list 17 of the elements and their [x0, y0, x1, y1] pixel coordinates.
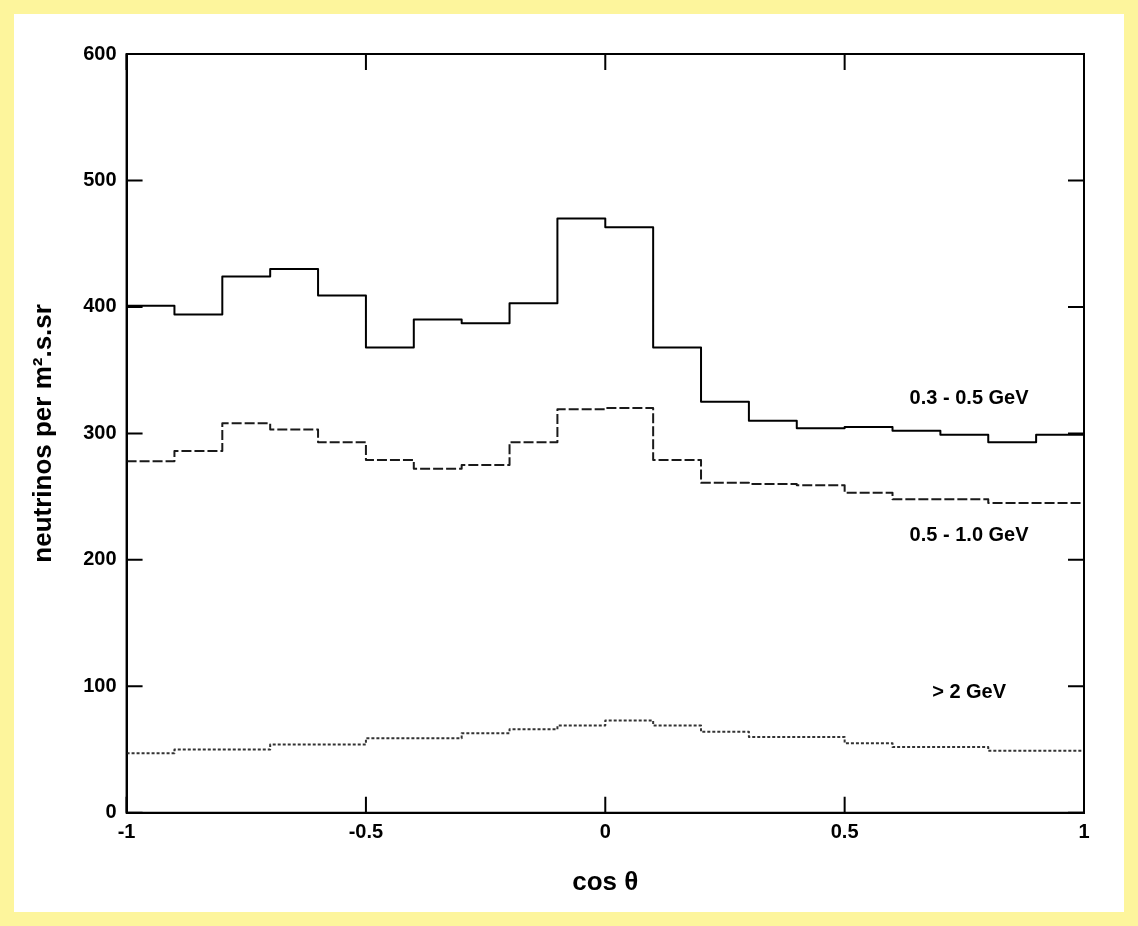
x-tick-label: -0.5: [348, 820, 384, 843]
y-tick-label: 300: [83, 420, 117, 443]
y-tick-label: 100: [83, 673, 117, 696]
x-tick-label: -1: [117, 820, 136, 843]
series-label: 0.3 - 0.5 GeV: [909, 386, 1030, 409]
y-tick-label: 0: [105, 800, 117, 823]
y-tick-label: 500: [83, 167, 117, 190]
y-tick-label: 200: [83, 547, 117, 570]
x-tick-label: 0.5: [830, 820, 859, 843]
y-axis-title: neutrinos per m².s.sr: [26, 304, 57, 563]
y-tick-label: 400: [83, 294, 117, 317]
x-tick-label: 0: [599, 820, 611, 843]
text: > 2 GeV: [932, 679, 1007, 702]
x-tick-label: 1: [1078, 820, 1090, 843]
x-axis-title: cos θ: [572, 865, 639, 896]
series-label: 0.5 - 1.0 GeV: [909, 522, 1030, 545]
y-tick-label: 600: [83, 41, 117, 64]
